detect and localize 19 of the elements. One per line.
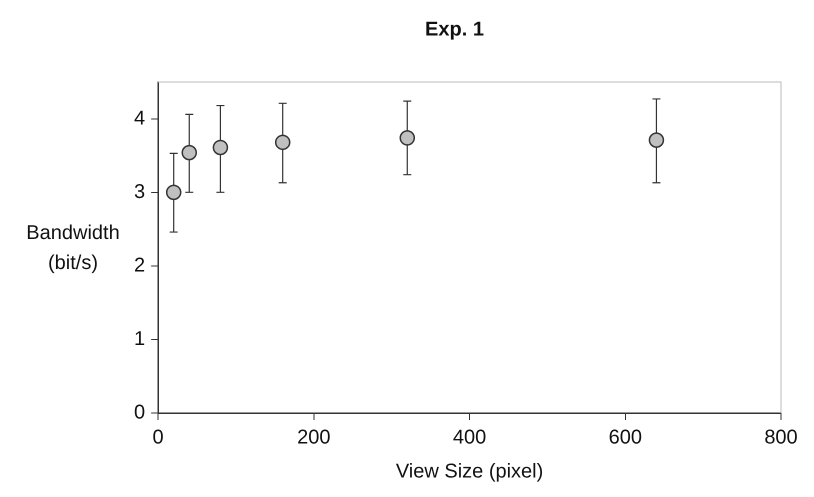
x-tick-label: 800 bbox=[764, 426, 798, 449]
y-tick-label: 3 bbox=[134, 180, 146, 203]
y-axis-title: Bandwidth (bit/s) bbox=[26, 222, 120, 274]
x-axis-title: View Size (pixel) bbox=[396, 460, 544, 483]
chart-title: Exp. 1 bbox=[425, 18, 484, 41]
point bbox=[166, 184, 182, 200]
point bbox=[400, 130, 416, 146]
x-tick-label: 600 bbox=[608, 426, 642, 449]
x-tick-label: 400 bbox=[452, 426, 486, 449]
y-tick-label: 1 bbox=[134, 328, 146, 350]
x-tick-label: 0 bbox=[152, 426, 164, 449]
y-tick-label: 4 bbox=[134, 107, 146, 130]
y-tick-label: 2 bbox=[134, 254, 146, 276]
point bbox=[274, 134, 290, 150]
y-tick-label: 0 bbox=[134, 402, 146, 424]
x-tick-label: 200 bbox=[297, 426, 331, 449]
point bbox=[182, 144, 198, 160]
point bbox=[212, 140, 228, 156]
point bbox=[648, 132, 664, 148]
